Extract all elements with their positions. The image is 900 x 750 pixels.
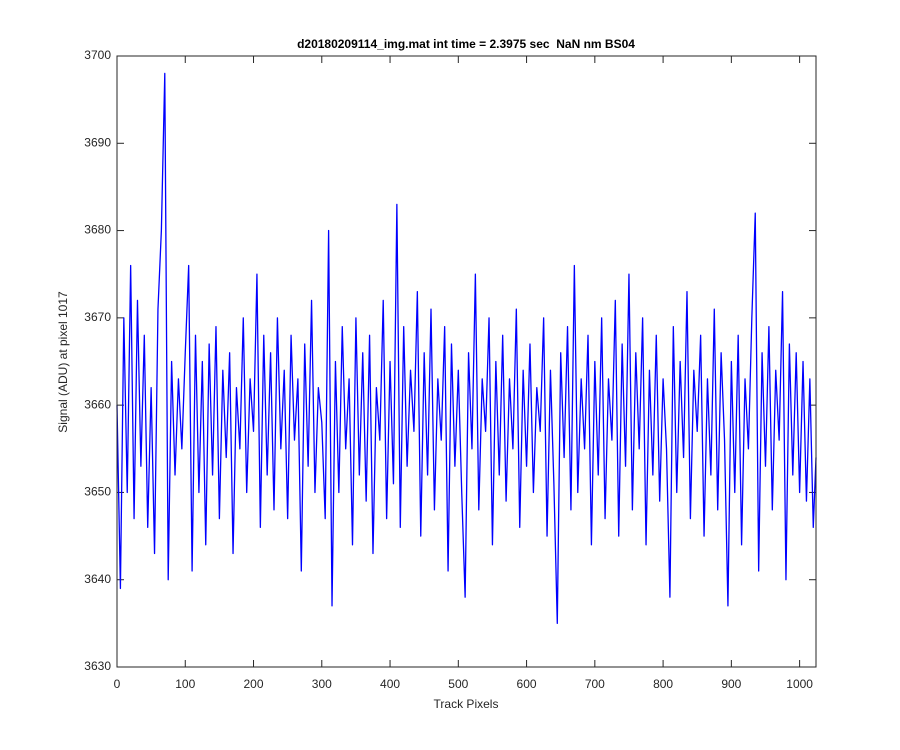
x-tick-label: 0 [114,677,121,691]
x-tick-label: 500 [448,677,468,691]
x-tick-label: 300 [312,677,332,691]
y-tick-label: 3680 [84,223,111,237]
x-tick-label: 600 [517,677,537,691]
y-tick-label: 3700 [84,48,111,62]
y-axis-label: Signal (ADU) at pixel 1017 [56,291,70,433]
x-tick-label: 800 [653,677,673,691]
y-tick-label: 3660 [84,397,111,411]
x-axis-label: Track Pixels [434,697,499,711]
y-tick-label: 3670 [84,310,111,324]
y-tick-label: 3690 [84,135,111,149]
y-tick-label: 3640 [84,572,111,586]
x-tick-label: 400 [380,677,400,691]
axes-box [116,55,817,668]
x-tick-label: 200 [244,677,264,691]
y-tick-label: 3630 [84,659,111,673]
x-tick-label: 100 [175,677,195,691]
chart-title: d20180209114_img.mat int time = 2.3975 s… [297,37,635,51]
data-line [116,72,817,625]
x-tick-label: 700 [585,677,605,691]
x-tick-label: 1000 [786,677,813,691]
y-tick-label: 3650 [84,485,111,499]
x-tick-label: 900 [721,677,741,691]
